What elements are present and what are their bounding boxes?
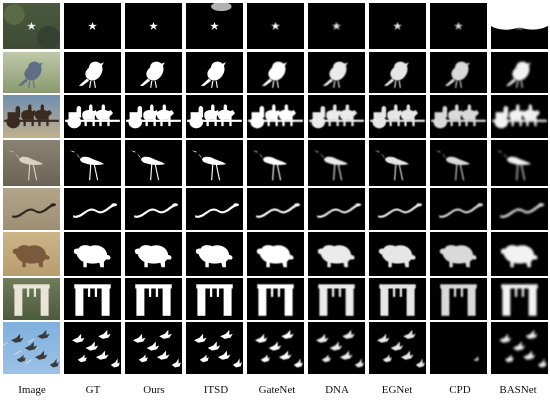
saliency-map-jets-egnet	[369, 322, 426, 374]
input-photo-wader	[3, 140, 60, 186]
saliency-map-jets-basnet	[491, 322, 548, 374]
input-photo-bird	[3, 52, 60, 93]
saliency-map-oxcart-basnet	[491, 95, 548, 138]
saliency-map-bird-ours	[125, 52, 182, 93]
saliency-map-wader-gatenet	[247, 140, 304, 186]
saliency-map-star-gatenet	[247, 3, 304, 49]
saliency-map-bird-gatenet	[247, 52, 304, 93]
saliency-map-beast-basnet	[491, 232, 548, 276]
saliency-map-bird-cpd	[430, 52, 487, 93]
saliency-map-oxcart-dna	[308, 95, 365, 138]
saliency-map-beast-egnet	[369, 232, 426, 276]
saliency-map-snake-cpd	[430, 188, 487, 230]
saliency-map-bird-gt	[64, 52, 121, 93]
saliency-map-jets-itsd	[186, 322, 243, 374]
saliency-map-oxcart-ours	[125, 95, 182, 138]
saliency-map-pergola-ours	[125, 278, 182, 320]
saliency-map-oxcart-gt	[64, 95, 121, 138]
saliency-map-snake-basnet	[491, 188, 548, 230]
column-label-gt: GT	[85, 384, 101, 396]
saliency-map-oxcart-gatenet	[247, 95, 304, 138]
saliency-map-star-egnet	[369, 3, 426, 49]
saliency-map-oxcart-egnet	[369, 95, 426, 138]
column-label-basnet: BASNet	[499, 384, 537, 396]
input-photo-star	[3, 3, 60, 49]
column-label-cpd: CPD	[449, 384, 471, 396]
saliency-map-jets-dna	[308, 322, 365, 374]
saliency-map-star-dna	[308, 3, 365, 49]
input-photo-jets	[3, 322, 60, 374]
input-photo-beast	[3, 232, 60, 276]
column-label-dna: DNA	[325, 384, 349, 396]
saliency-map-bird-basnet	[491, 52, 548, 93]
saliency-map-pergola-itsd	[186, 278, 243, 320]
column-label-itsd: ITSD	[203, 384, 229, 396]
saliency-map-snake-itsd	[186, 188, 243, 230]
saliency-map-wader-basnet	[491, 140, 548, 186]
column-label-ours: Ours	[143, 384, 165, 396]
column-label-egnet: EGNet	[381, 384, 413, 396]
saliency-map-wader-itsd	[186, 140, 243, 186]
saliency-map-pergola-dna	[308, 278, 365, 320]
saliency-map-star-ours	[125, 3, 182, 49]
saliency-map-bird-itsd	[186, 52, 243, 93]
saliency-map-bird-egnet	[369, 52, 426, 93]
saliency-map-pergola-cpd	[430, 278, 487, 320]
saliency-map-bird-dna	[308, 52, 365, 93]
saliency-map-beast-gatenet	[247, 232, 304, 276]
saliency-map-snake-gt	[64, 188, 121, 230]
saliency-map-pergola-basnet	[491, 278, 548, 320]
saliency-map-oxcart-cpd	[430, 95, 487, 138]
saliency-map-pergola-gt	[64, 278, 121, 320]
saliency-map-beast-cpd	[430, 232, 487, 276]
saliency-map-beast-itsd	[186, 232, 243, 276]
saliency-map-snake-egnet	[369, 188, 426, 230]
saliency-map-jets-gatenet	[247, 322, 304, 374]
saliency-map-wader-dna	[308, 140, 365, 186]
saliency-map-pergola-gatenet	[247, 278, 304, 320]
saliency-map-jets-gt	[64, 322, 121, 374]
saliency-map-beast-gt	[64, 232, 121, 276]
saliency-map-star-gt	[64, 3, 121, 49]
saliency-map-jets-cpd	[430, 322, 487, 374]
saliency-map-pergola-egnet	[369, 278, 426, 320]
saliency-map-wader-gt	[64, 140, 121, 186]
saliency-map-snake-dna	[308, 188, 365, 230]
saliency-map-star-itsd	[186, 3, 243, 49]
saliency-map-star-cpd	[430, 3, 487, 49]
saliency-map-snake-ours	[125, 188, 182, 230]
saliency-map-oxcart-itsd	[186, 95, 243, 138]
saliency-map-star-basnet	[491, 3, 548, 49]
saliency-map-beast-dna	[308, 232, 365, 276]
column-label-image: Image	[18, 384, 46, 396]
column-label-gatenet: GateNet	[258, 384, 296, 396]
saliency-map-wader-ours	[125, 140, 182, 186]
saliency-map-snake-gatenet	[247, 188, 304, 230]
saliency-map-jets-ours	[125, 322, 182, 374]
saliency-map-beast-ours	[125, 232, 182, 276]
input-photo-pergola	[3, 278, 60, 320]
saliency-map-wader-egnet	[369, 140, 426, 186]
saliency-map-wader-cpd	[430, 140, 487, 186]
input-photo-snake	[3, 188, 60, 230]
input-photo-oxcart	[3, 95, 60, 138]
